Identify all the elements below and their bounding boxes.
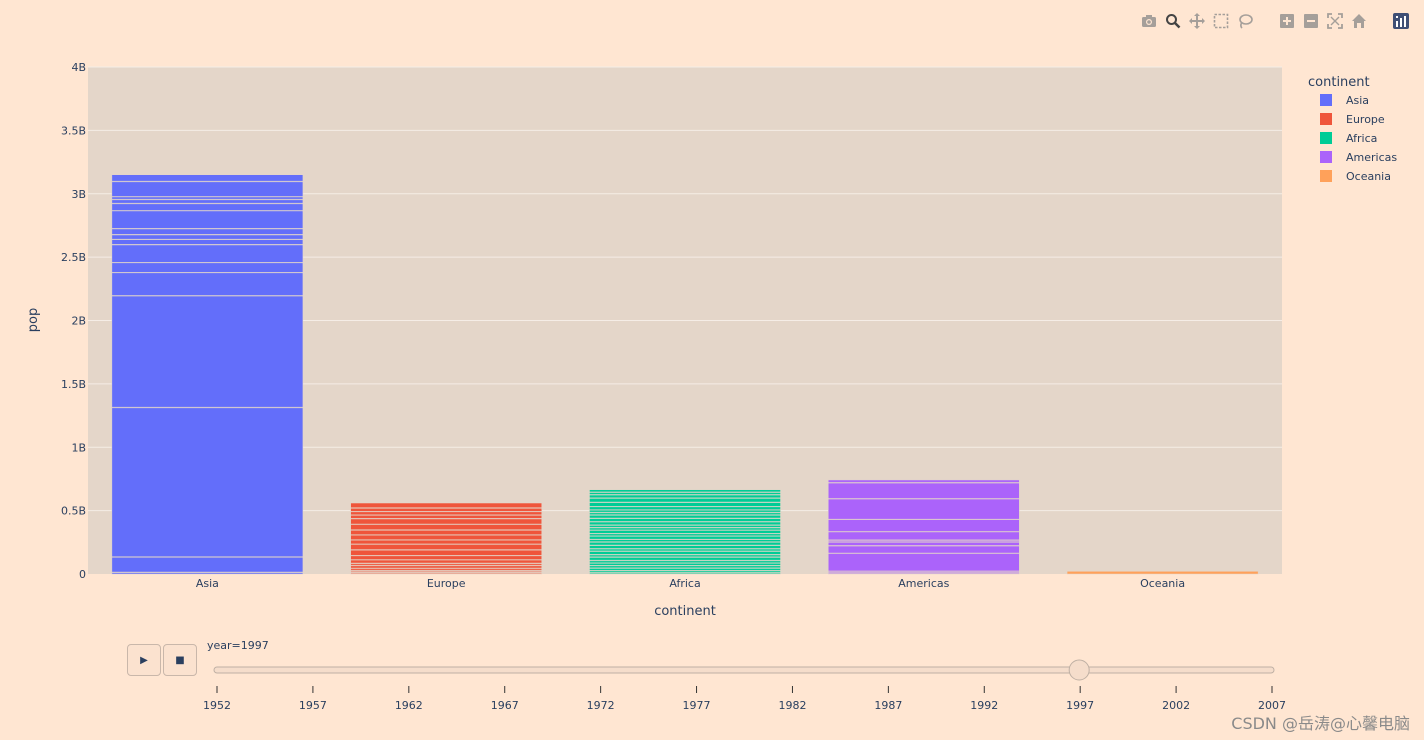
bar-americas[interactable] — [828, 479, 1020, 575]
x-tick-label: Europe — [427, 577, 466, 590]
y-axis: 0 0.5B 1B 1.5B 2B 2.5B 3B 3.5B 4B — [61, 61, 86, 581]
slider-rail[interactable] — [213, 666, 1275, 674]
slider-step-label[interactable]: 1977 — [683, 699, 711, 712]
y-tick-label: 2B — [71, 315, 86, 328]
bar-rect[interactable] — [1066, 571, 1259, 575]
stop-button[interactable]: ■ — [163, 644, 197, 676]
bar-rect[interactable] — [828, 479, 1020, 575]
y-tick-label: 0 — [79, 568, 86, 581]
x-tick-label: Asia — [196, 577, 219, 590]
slider-ticks: 1952 1957 1962 1967 1972 1977 1982 1987 1992 1997… — [203, 686, 1286, 712]
bars[interactable] — [111, 174, 1259, 575]
bar-chart: 0 0.5B 1B 1.5B 2B 2.5B 3B 3.5B 4B Asia Europe Afri… — [26, 61, 1397, 619]
autoscale-icon[interactable] — [1326, 12, 1344, 30]
x-tick-label: Oceania — [1140, 577, 1185, 590]
y-tick-label: 2.5B — [61, 251, 86, 264]
lasso-icon[interactable] — [1236, 12, 1254, 30]
play-icon: ▶ — [140, 654, 148, 666]
x-axis-title: continent — [654, 604, 716, 619]
play-button[interactable]: ▶ — [127, 644, 161, 676]
bar-europe[interactable] — [350, 502, 542, 575]
bar-oceania[interactable] — [1066, 571, 1259, 575]
legend-swatch — [1320, 132, 1332, 144]
x-tick-label: Americas — [898, 577, 949, 590]
y-tick-label: 3.5B — [61, 124, 86, 137]
slider-step-label[interactable]: 1982 — [778, 699, 806, 712]
bar-asia[interactable] — [111, 174, 304, 575]
slider-current-value: year=1997 — [207, 639, 269, 652]
zoom-out-icon[interactable] — [1302, 12, 1320, 30]
watermark-text: CSDN @岳涛@心馨电脑 — [1231, 714, 1410, 733]
legend-item-americas[interactable]: Americas — [1320, 151, 1397, 164]
bar-rect[interactable] — [111, 174, 304, 575]
legend-label: Asia — [1346, 94, 1369, 107]
slider-step-label[interactable]: 1962 — [395, 699, 423, 712]
plotly-logo-icon[interactable] — [1392, 12, 1410, 30]
modebar — [1140, 12, 1410, 30]
legend-title: continent — [1308, 75, 1370, 90]
slider-step-label[interactable]: 1992 — [970, 699, 998, 712]
legend-label: Africa — [1346, 132, 1377, 145]
legend-item-europe[interactable]: Europe — [1320, 113, 1385, 126]
legend-label: Americas — [1346, 151, 1397, 164]
slider-step-label[interactable]: 2002 — [1162, 699, 1190, 712]
legend-item-asia[interactable]: Asia — [1320, 94, 1369, 107]
stop-icon: ■ — [175, 654, 185, 666]
zoom-icon[interactable] — [1164, 12, 1182, 30]
legend-item-africa[interactable]: Africa — [1320, 132, 1377, 145]
legend-swatch — [1320, 94, 1332, 106]
legend-swatch — [1320, 113, 1332, 125]
zoom-in-icon[interactable] — [1278, 12, 1296, 30]
y-tick-label: 3B — [71, 188, 86, 201]
legend-swatch — [1320, 151, 1332, 163]
y-axis-title: pop — [26, 308, 41, 332]
legend-label: Europe — [1346, 113, 1385, 126]
slider-step-label[interactable]: 1987 — [874, 699, 902, 712]
slider-step-label[interactable]: 1967 — [491, 699, 519, 712]
legend: continent Asia Europe Africa Americas Oceani… — [1308, 75, 1397, 183]
legend-label: Oceania — [1346, 170, 1391, 183]
y-tick-label: 4B — [71, 61, 86, 74]
bar-africa[interactable] — [589, 489, 781, 575]
legend-item-oceania[interactable]: Oceania — [1320, 170, 1391, 183]
slider-step-label[interactable]: 1957 — [299, 699, 327, 712]
box-select-icon[interactable] — [1212, 12, 1230, 30]
slider-step-label[interactable]: 1972 — [587, 699, 615, 712]
slider-step-label[interactable]: 1997 — [1066, 699, 1094, 712]
home-icon[interactable] — [1350, 12, 1368, 30]
camera-icon[interactable] — [1140, 12, 1158, 30]
y-tick-label: 1.5B — [61, 378, 86, 391]
y-tick-label: 0.5B — [61, 505, 86, 518]
slider-step-label[interactable]: 1952 — [203, 699, 231, 712]
legend-swatch — [1320, 170, 1332, 182]
x-tick-label: Africa — [669, 577, 700, 590]
pan-icon[interactable] — [1188, 12, 1206, 30]
y-tick-label: 1B — [71, 441, 86, 454]
x-axis: Asia Europe Africa Americas Oceania — [196, 577, 1185, 590]
slider-handle[interactable] — [1068, 659, 1090, 681]
